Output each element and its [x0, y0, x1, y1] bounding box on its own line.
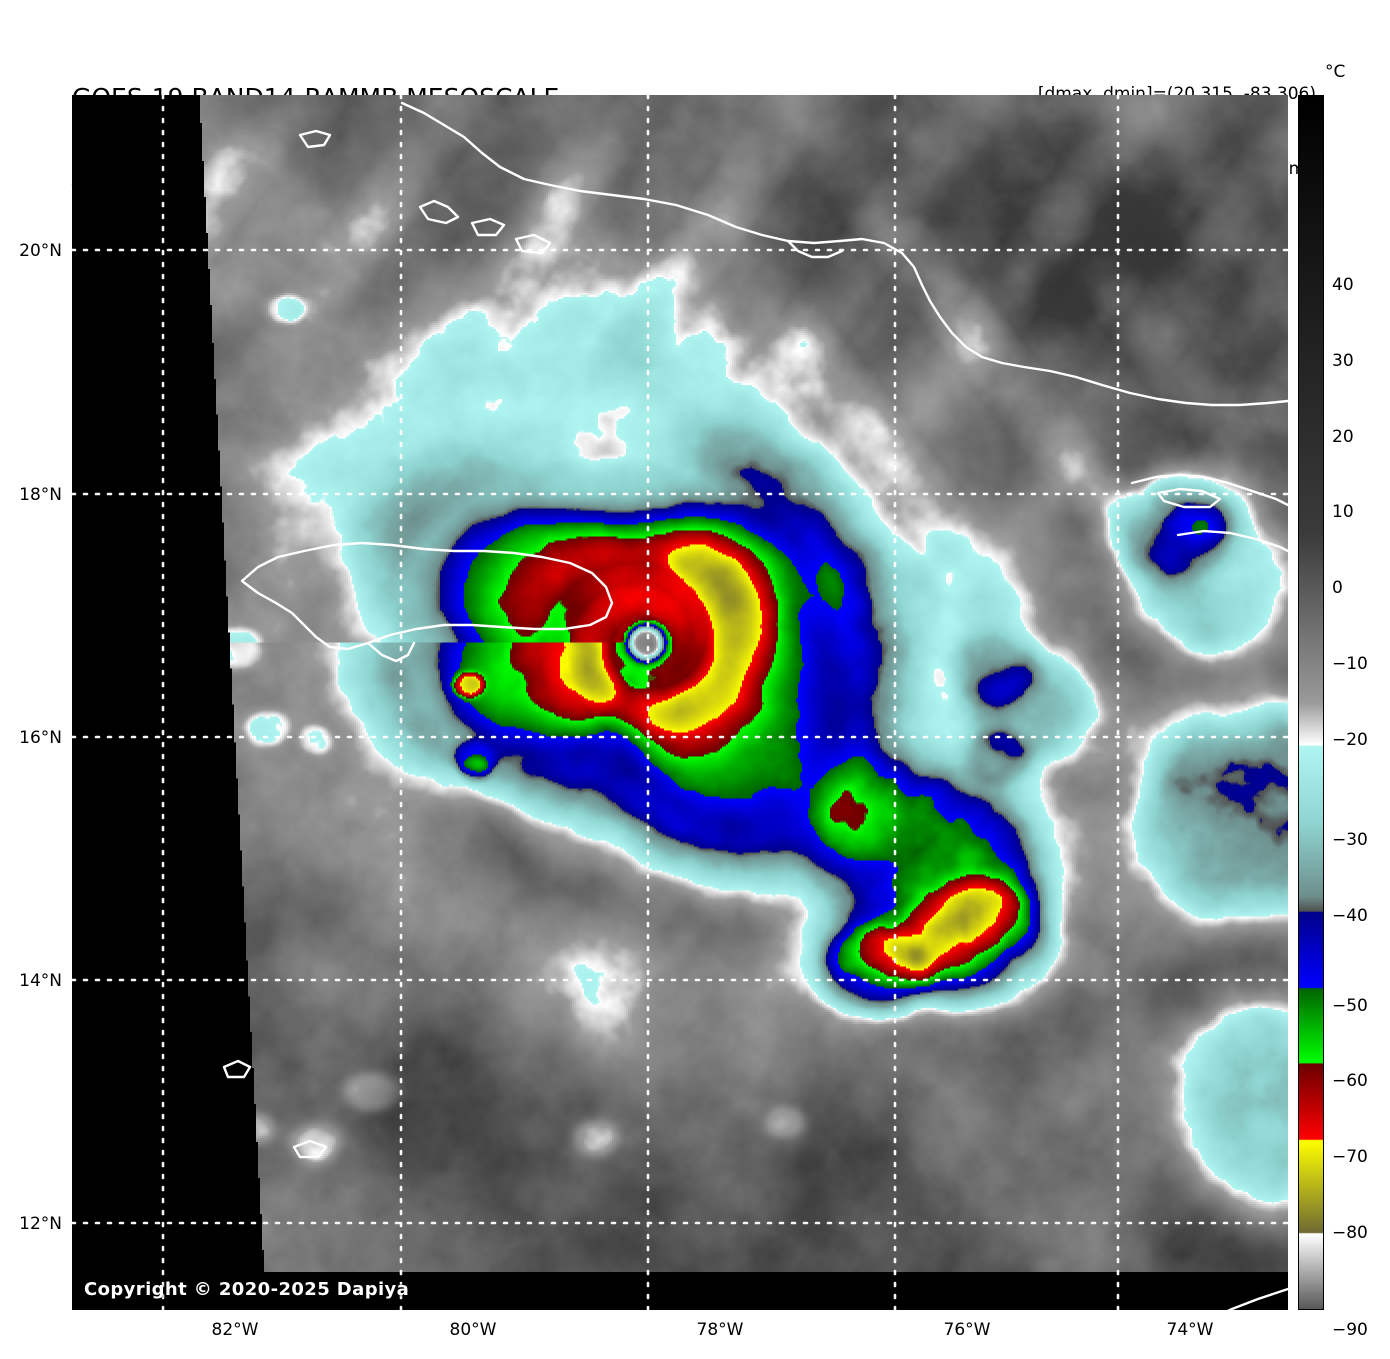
colorbar-units-label: °C [1325, 62, 1346, 82]
colorbar-tick-1: 30 [1332, 351, 1354, 371]
lat-tick-1: 18°N [19, 485, 62, 505]
lat-tick-0: 20°N [19, 241, 62, 261]
lon-tick-1: 80°W [449, 1320, 497, 1340]
colorbar-tick-0: 40 [1332, 275, 1354, 295]
colorbar-tick-10: −60 [1332, 1071, 1368, 1091]
colorbar-tick-8: −40 [1332, 906, 1368, 926]
colorbar-tick-5: −10 [1332, 654, 1368, 674]
lon-tick-3: 76°W [943, 1320, 991, 1340]
lat-tick-2: 16°N [19, 728, 62, 748]
colorbar-tick-11: −70 [1332, 1147, 1368, 1167]
colorbar-tick-12: −80 [1332, 1223, 1368, 1243]
satellite-imagery-canvas [72, 95, 1288, 1310]
lon-tick-4: 74°W [1166, 1320, 1214, 1340]
colorbar-tick-9: −50 [1332, 996, 1368, 1016]
lat-tick-4: 12°N [19, 1214, 62, 1234]
lat-tick-3: 14°N [19, 971, 62, 991]
temperature-colorbar[interactable] [1298, 95, 1324, 1310]
colorbar-tick-3: 10 [1332, 502, 1354, 522]
colorbar-tick-13: −90 [1332, 1320, 1368, 1340]
colorbar-tick-2: 20 [1332, 427, 1354, 447]
lon-tick-2: 78°W [696, 1320, 744, 1340]
lon-tick-0: 82°W [211, 1320, 259, 1340]
colorbar-tick-6: −20 [1332, 730, 1368, 750]
copyright-label: Copyright © 2020-2025 Dapiya [84, 1279, 410, 1300]
colorbar-tick-4: 0 [1332, 578, 1343, 598]
satellite-map-plot[interactable]: Copyright © 2020-2025 Dapiya [72, 95, 1288, 1310]
colorbar-tick-7: −30 [1332, 830, 1368, 850]
colorbar-gradient [1299, 96, 1323, 1309]
